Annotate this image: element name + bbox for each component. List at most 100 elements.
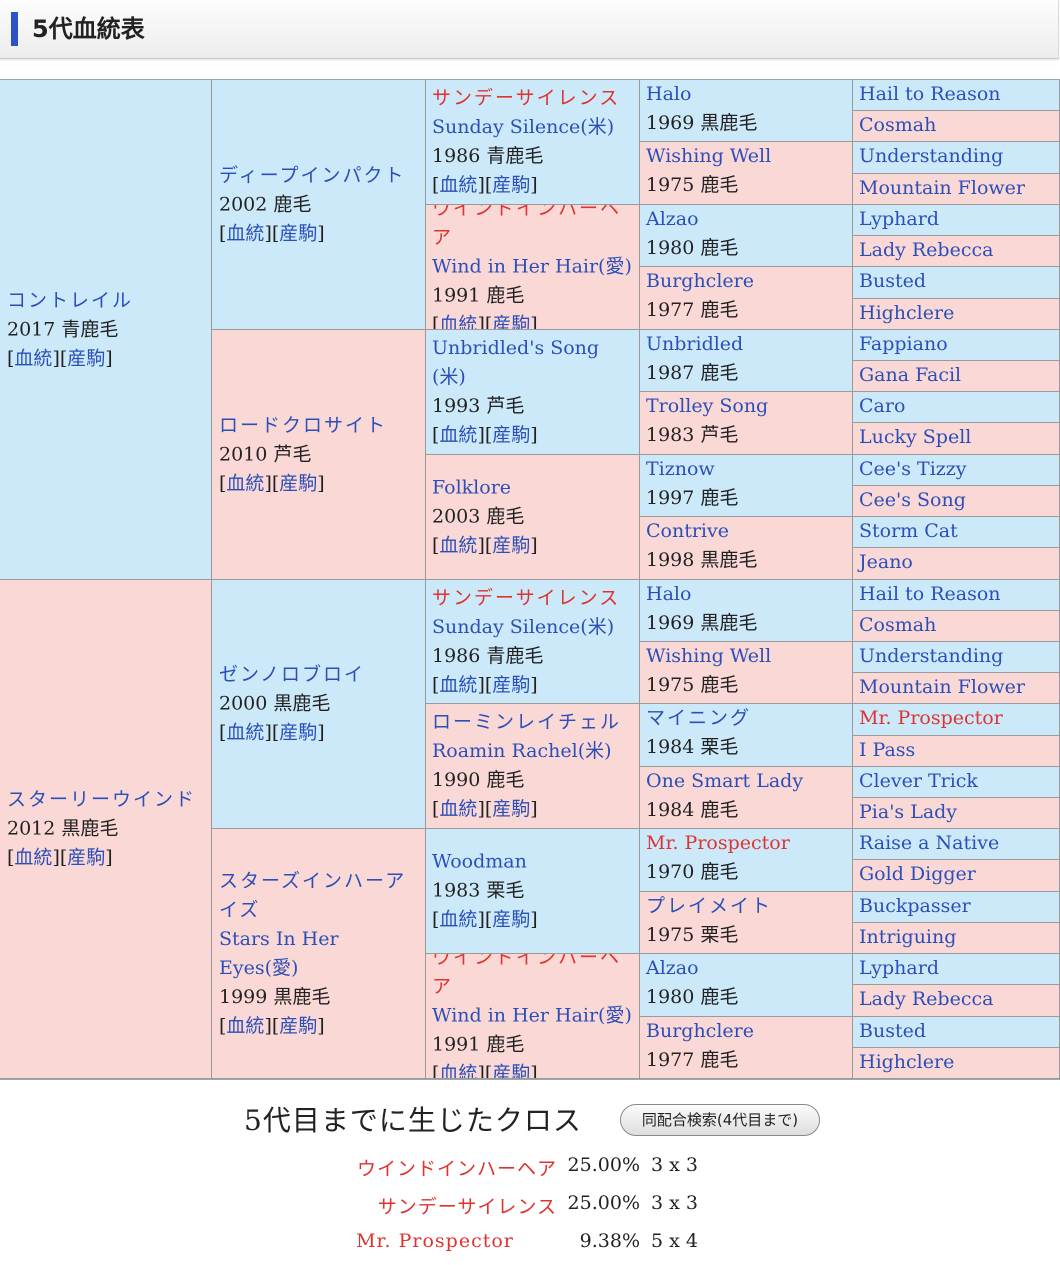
horse-name-link[interactable]: Cee's Tizzy	[859, 458, 967, 480]
horse-name-link[interactable]: Halo	[646, 583, 692, 605]
pedigree-link[interactable]: 血統	[439, 798, 478, 820]
horse-name-link[interactable]: Pia's Lady	[859, 801, 958, 823]
horse-name-link[interactable]: Mountain Flower	[859, 676, 1025, 698]
cross-horse-link[interactable]: Mr. Prospector	[356, 1230, 514, 1252]
horse-name-link[interactable]: Cosmah	[859, 614, 937, 636]
horse-name-link[interactable]: Wishing Well	[646, 145, 772, 167]
horse-name-link[interactable]: Woodman	[432, 850, 527, 873]
horse-name-link[interactable]: Storm Cat	[859, 520, 958, 542]
horse-name-link[interactable]: Buckpasser	[859, 895, 971, 917]
horse-name-link[interactable]: Unbridled	[646, 333, 744, 355]
progeny-link[interactable]: 産駒	[492, 908, 531, 931]
horse-name-link[interactable]: Sunday Silence(米)	[432, 116, 615, 138]
horse-name-link[interactable]: Busted	[859, 1020, 926, 1042]
progeny-link[interactable]: 産駒	[492, 673, 531, 696]
horse-name-link[interactable]: Roamin Rachel(米)	[432, 740, 612, 762]
horse-name-link[interactable]: Fappiano	[859, 333, 948, 355]
horse-name-link[interactable]: Lady Rebecca	[859, 988, 994, 1010]
pedigree-link[interactable]: 血統	[439, 174, 478, 196]
horse-name-link[interactable]: Alzao	[646, 957, 699, 979]
horse-name-link[interactable]: Raise a Native	[859, 832, 1000, 854]
horse-name-link[interactable]: Wind in Her Hair(愛)	[432, 1004, 632, 1027]
cross-horse-link[interactable]: ウインドインハーヘア	[357, 1158, 558, 1180]
pedigree-link[interactable]: 血統	[439, 908, 478, 931]
horse-name-link[interactable]: スターズインハーアイズ	[219, 869, 407, 921]
horse-name-link[interactable]: Lyphard	[859, 957, 939, 979]
progeny-link[interactable]: 産駒	[279, 721, 318, 744]
horse-name-link[interactable]: Wishing Well	[646, 645, 772, 667]
same-mating-search-button[interactable]: 同配合検索(4代目まで)	[620, 1104, 820, 1136]
horse-name-link[interactable]: サンデーサイレンス	[432, 87, 621, 109]
horse-name-link[interactable]: Lucky Spell	[859, 426, 972, 448]
progeny-link[interactable]: 産駒	[492, 1062, 531, 1079]
progeny-link[interactable]: 産駒	[67, 846, 106, 869]
horse-name-link[interactable]: Cosmah	[859, 114, 937, 136]
pedigree-link[interactable]: 血統	[226, 222, 265, 244]
horse-name-link[interactable]: Burghclere	[646, 1020, 754, 1042]
pedigree-link[interactable]: 血統	[226, 472, 265, 494]
horse-name-link[interactable]: ローミンレイチェル	[432, 711, 622, 733]
horse-name-link[interactable]: Stars In Her Eyes(愛)	[219, 927, 339, 979]
pedigree-link[interactable]: 血統	[439, 313, 478, 330]
horse-name-link[interactable]: Lyphard	[859, 208, 939, 230]
horse-name-link[interactable]: Contrive	[646, 520, 729, 542]
pedigree-link[interactable]: 血統	[14, 846, 53, 869]
progeny-link[interactable]: 産駒	[279, 472, 318, 494]
horse-name-link[interactable]: Gana Facil	[859, 364, 962, 386]
horse-name-link[interactable]: Burghclere	[646, 270, 754, 292]
horse-name-link[interactable]: Lady Rebecca	[859, 239, 994, 261]
horse-name-link[interactable]: Highclere	[859, 1051, 955, 1073]
progeny-link[interactable]: 産駒	[67, 347, 106, 369]
cross-horse-link[interactable]: サンデーサイレンス	[377, 1196, 557, 1218]
horse-name-link[interactable]: (米)	[432, 366, 466, 388]
horse-name-link[interactable]: Hail to Reason	[859, 83, 1001, 105]
pedigree-link[interactable]: 血統	[226, 1014, 265, 1037]
horse-name-link[interactable]: Jeano	[859, 551, 913, 573]
horse-name-link[interactable]: Understanding	[859, 645, 1004, 667]
pedigree-link[interactable]: 血統	[14, 347, 53, 369]
horse-name-link[interactable]: Gold Digger	[859, 863, 976, 885]
horse-name-link[interactable]: ゼンノロブロイ	[219, 663, 366, 686]
horse-name-link[interactable]: スターリーウインド	[7, 788, 197, 811]
progeny-link[interactable]: 産駒	[492, 424, 531, 446]
horse-name-link[interactable]: Hail to Reason	[859, 583, 1001, 605]
horse-name-link[interactable]: Alzao	[646, 208, 699, 230]
pedigree-link[interactable]: 血統	[439, 534, 478, 557]
horse-name-link[interactable]: Trolley Song	[646, 395, 769, 417]
horse-name-link[interactable]: Highclere	[859, 302, 955, 324]
progeny-link[interactable]: 産駒	[492, 798, 531, 820]
progeny-link[interactable]: 産駒	[492, 313, 531, 330]
horse-name-link[interactable]: Unbridled's Song	[432, 337, 600, 359]
pedigree-link[interactable]: 血統	[226, 721, 265, 744]
horse-name-link[interactable]: プレイメイト	[646, 895, 773, 917]
horse-name-link[interactable]: Cee's Song	[859, 489, 966, 511]
progeny-link[interactable]: 産駒	[279, 222, 318, 244]
horse-name-link[interactable]: One Smart Lady	[646, 770, 804, 792]
horse-name-link[interactable]: Sunday Silence(米)	[432, 615, 615, 638]
horse-name-link[interactable]: Mountain Flower	[859, 177, 1025, 199]
pedigree-link[interactable]: 血統	[439, 673, 478, 696]
horse-name-link[interactable]: Understanding	[859, 145, 1004, 167]
horse-name-link[interactable]: Halo	[646, 83, 692, 105]
horse-name-link[interactable]: Mr. Prospector	[646, 832, 790, 854]
horse-name-link[interactable]: マイニング	[646, 707, 752, 729]
horse-name-link[interactable]: Intriguing	[859, 926, 957, 948]
horse-name-link[interactable]: Tiznow	[646, 458, 715, 480]
progeny-link[interactable]: 産駒	[279, 1014, 318, 1037]
horse-name-link[interactable]: Clever Trick	[859, 770, 978, 792]
horse-name-link[interactable]: ウインドインハーヘア	[432, 954, 622, 998]
progeny-link[interactable]: 産駒	[492, 534, 531, 557]
progeny-link[interactable]: 産駒	[492, 174, 531, 196]
horse-name-link[interactable]: ディープインパクト	[219, 164, 406, 186]
horse-name-link[interactable]: ロードクロサイト	[219, 414, 388, 436]
horse-name-link[interactable]: Wind in Her Hair(愛)	[432, 255, 632, 278]
horse-name-link[interactable]: サンデーサイレンス	[432, 586, 621, 609]
pedigree-link[interactable]: 血統	[439, 424, 478, 446]
pedigree-link[interactable]: 血統	[439, 1062, 478, 1079]
horse-name-link[interactable]: Mr. Prospector	[859, 707, 1003, 729]
horse-name-link[interactable]: Folklore	[432, 476, 512, 499]
horse-name-link[interactable]: Busted	[859, 270, 926, 292]
horse-name-link[interactable]: Caro	[859, 395, 906, 417]
horse-name-link[interactable]: ウインドインハーヘア	[432, 205, 622, 249]
horse-name-link[interactable]: コントレイル	[7, 289, 134, 311]
